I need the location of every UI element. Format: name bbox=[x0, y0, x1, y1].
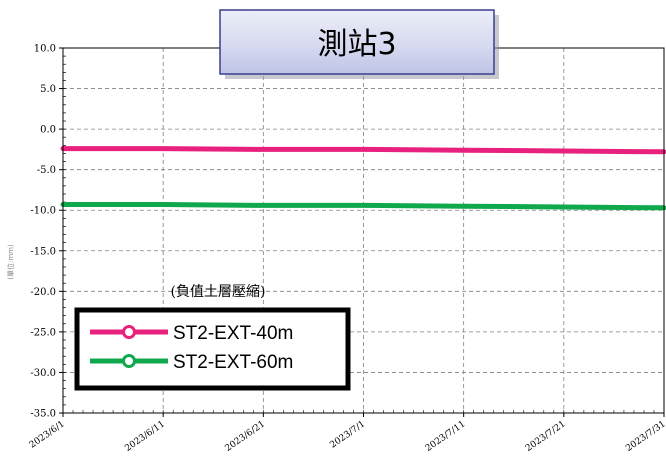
y-tick-label: -30.0 bbox=[30, 368, 56, 379]
title-box-frame bbox=[219, 9, 495, 75]
y-tick-label: -35.0 bbox=[30, 409, 56, 420]
y-axis-label: (單位:mm) bbox=[6, 244, 15, 280]
annotation-note: (負值土層壓縮) bbox=[171, 284, 266, 300]
series-line bbox=[60, 146, 666, 155]
legend-box bbox=[74, 307, 351, 391]
y-tick-label: -20.0 bbox=[30, 287, 56, 298]
series-line bbox=[60, 202, 666, 211]
chart-title: 測站3 bbox=[317, 27, 396, 62]
legend-marker bbox=[122, 325, 136, 339]
y-tick-label: -15.0 bbox=[30, 246, 56, 257]
legend: ST2-EXT-40m ST2-EXT-60m bbox=[74, 307, 351, 391]
legend-items: ST2-EXT-40m ST2-EXT-60m bbox=[90, 323, 293, 373]
legend-marker bbox=[122, 354, 136, 368]
y-tick-label: -5.0 bbox=[37, 165, 56, 176]
series-layer bbox=[60, 146, 666, 211]
y-tick-label: 10.0 bbox=[34, 44, 56, 55]
y-tick-label: -10.0 bbox=[30, 206, 56, 217]
legend-label: ST2-EXT-40m bbox=[173, 323, 293, 344]
y-tick-label: 5.0 bbox=[40, 84, 56, 95]
title-box: 測站3 bbox=[219, 9, 499, 79]
y-tick-label: 0.0 bbox=[40, 125, 56, 136]
y-tick-label: -25.0 bbox=[30, 327, 56, 338]
legend-label: ST2-EXT-60m bbox=[173, 352, 293, 373]
